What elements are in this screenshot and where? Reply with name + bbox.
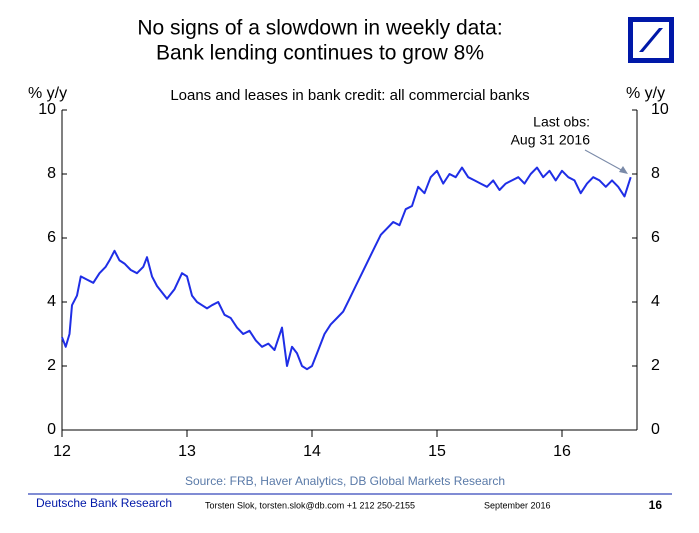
annotation: Aug 31 2016 [511, 132, 591, 148]
y2-tick-label: 2 [651, 357, 660, 374]
y-tick-label: 4 [47, 293, 56, 310]
page-number: 16 [649, 498, 663, 512]
footer-center: Torsten Slok, torsten.slok@db.com +1 212… [205, 500, 415, 510]
annotation-arrowhead [619, 166, 628, 174]
x-tick-label: 14 [303, 443, 321, 460]
x-tick-label: 13 [178, 443, 196, 460]
y2-tick-label: 10 [651, 101, 669, 118]
footer-date: September 2016 [484, 500, 551, 510]
y-tick-label: 8 [47, 165, 56, 182]
data-line [61, 166, 632, 371]
annotation-arrow [584, 149, 626, 173]
subtitle: Loans and leases in bank credit: all com… [170, 87, 529, 104]
y2-axis-label: % y/y [626, 85, 665, 102]
title-line: No signs of a slowdown in weekly data: [137, 17, 502, 40]
db-logo [628, 17, 674, 63]
y-tick-label: 0 [47, 421, 56, 438]
title-line: Bank lending continues to grow 8% [156, 42, 484, 65]
footer-left: Deutsche Bank Research [36, 496, 172, 510]
y-axis-label: % y/y [28, 85, 67, 102]
y2-tick-label: 8 [651, 165, 660, 182]
annotation: Last obs: [533, 114, 590, 130]
y-tick-label: 2 [47, 357, 56, 374]
y2-tick-label: 4 [651, 293, 660, 310]
source: Source: FRB, Haver Analytics, DB Global … [185, 474, 505, 488]
y-tick-label: 6 [47, 229, 56, 246]
y2-tick-label: 0 [651, 421, 660, 438]
y-tick-label: 10 [38, 101, 56, 118]
y2-tick-label: 6 [651, 229, 660, 246]
x-tick-label: 15 [428, 443, 446, 460]
x-tick-label: 16 [553, 443, 571, 460]
x-tick-label: 12 [53, 443, 71, 460]
